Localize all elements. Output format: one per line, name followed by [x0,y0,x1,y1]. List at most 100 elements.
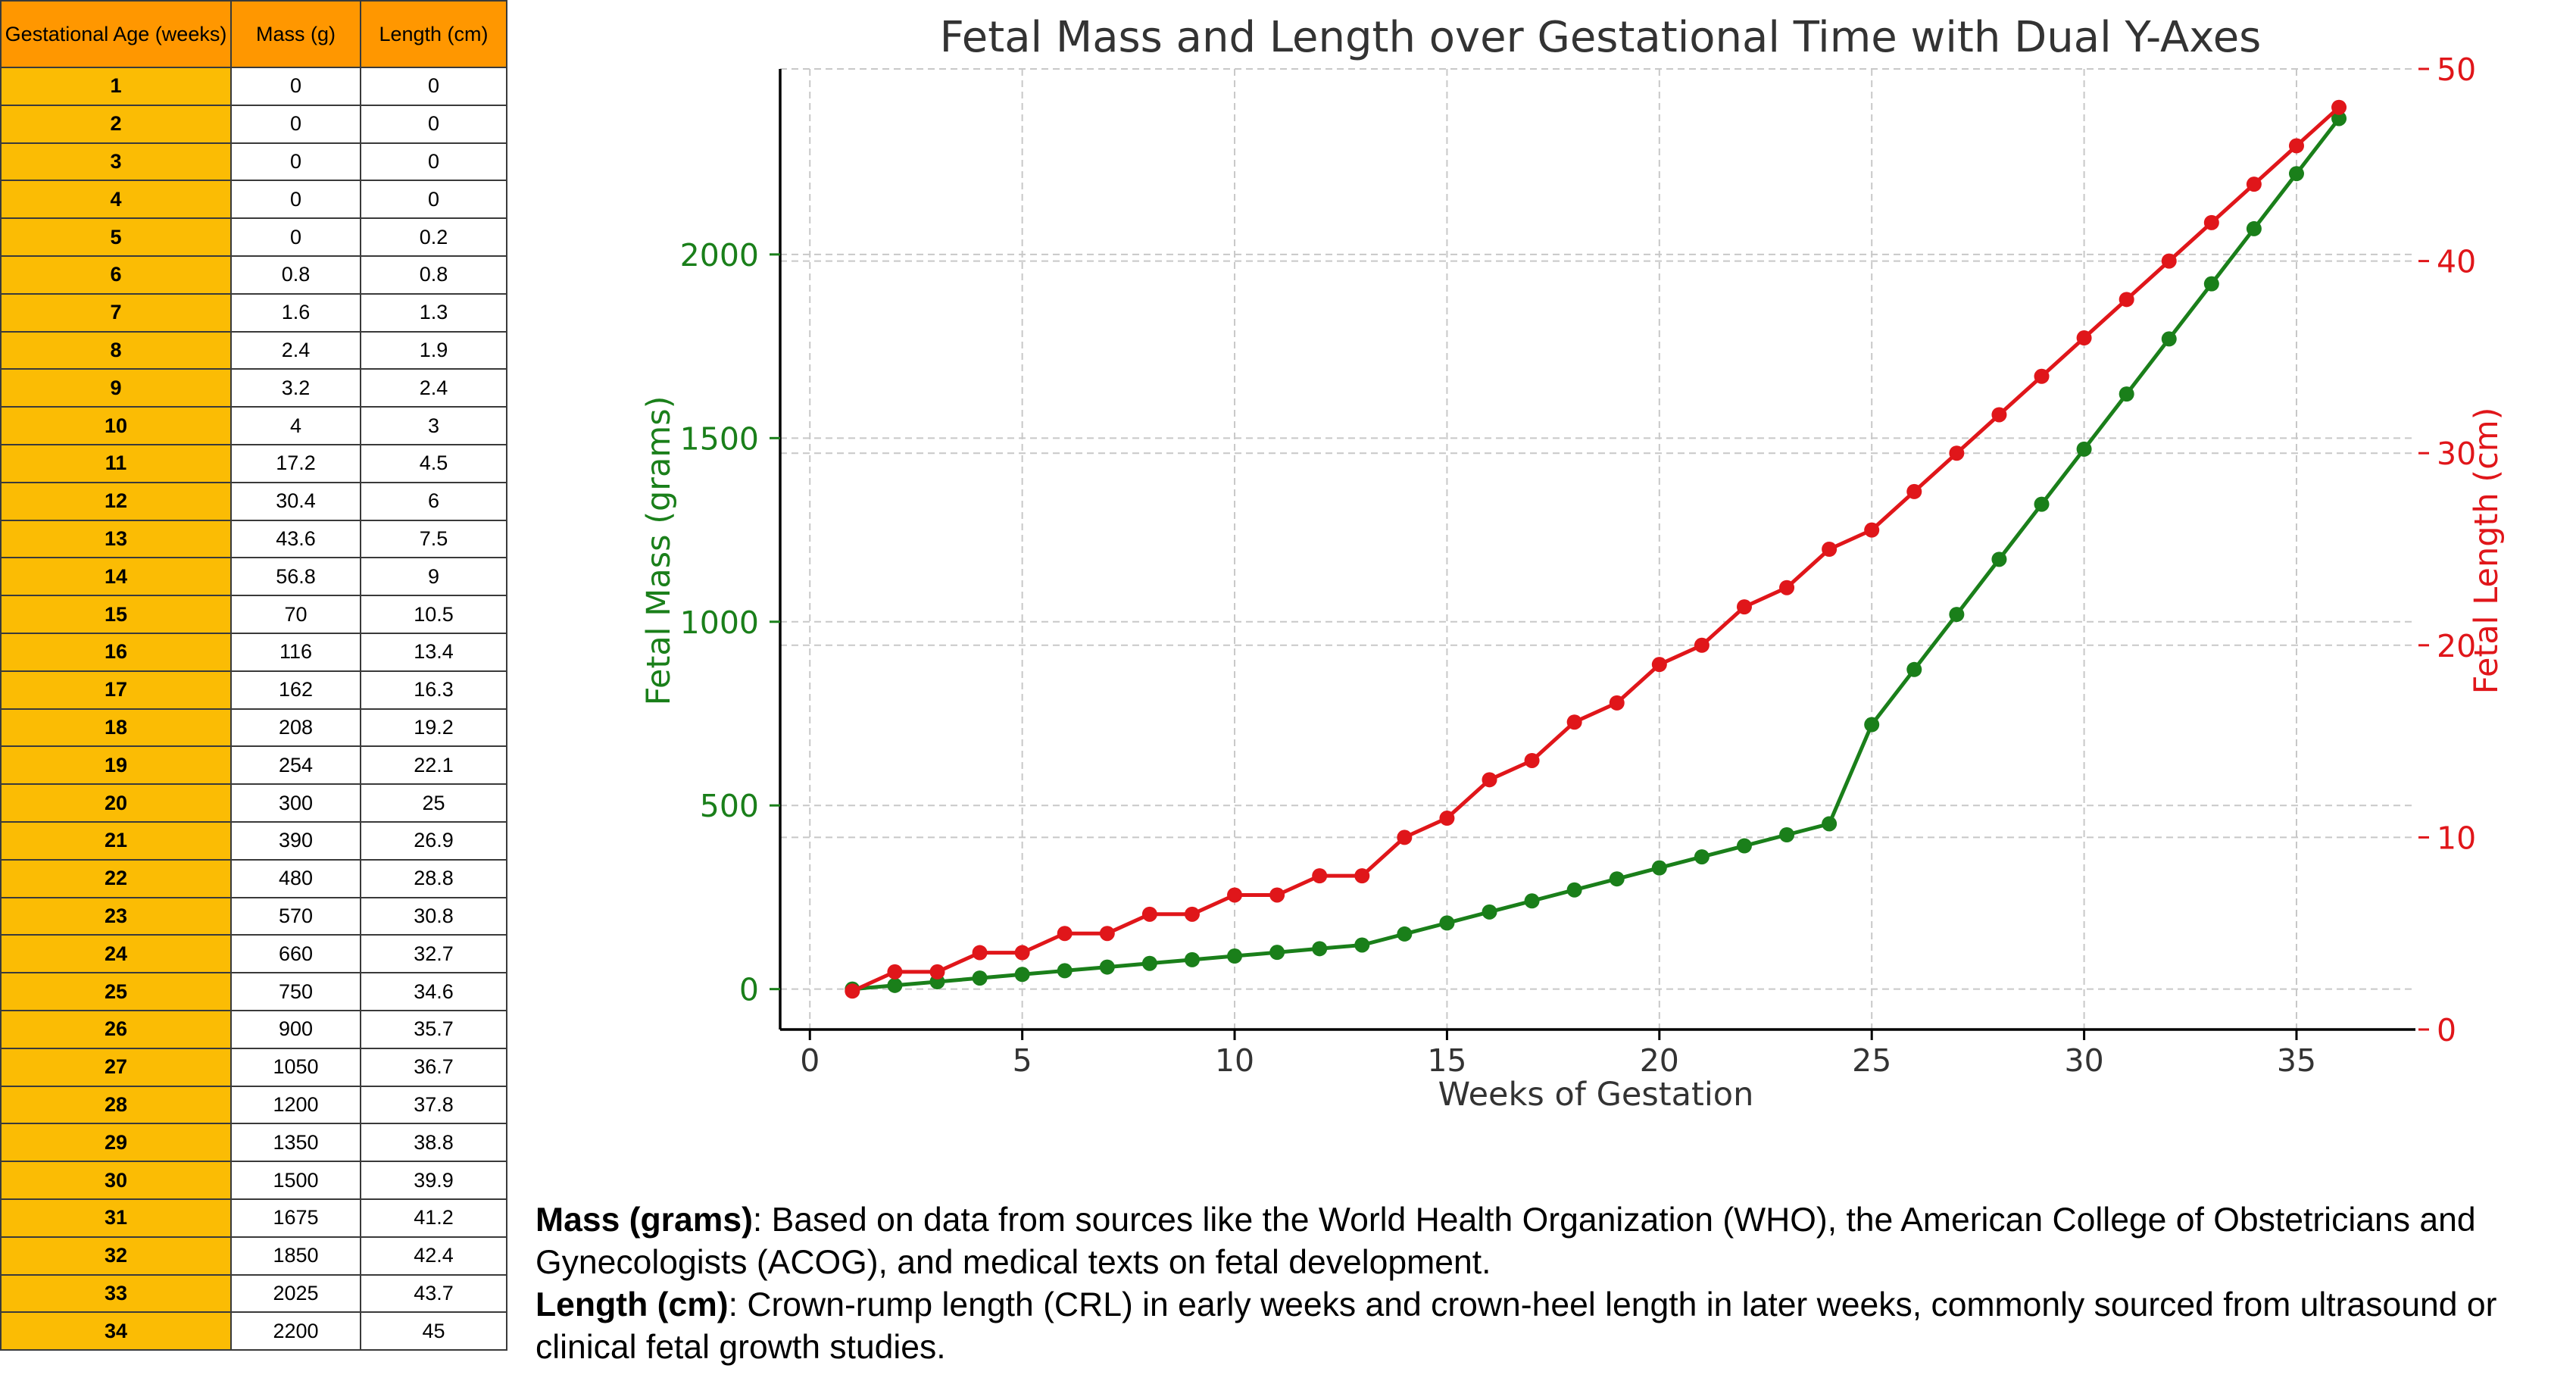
length-data-point [1822,542,1838,557]
cell-week: 11 [0,443,232,483]
cell-week: 25 [0,972,232,1011]
length-data-point [2288,138,2304,154]
cell-week: 10 [0,406,232,445]
cell-length: 19.2 [360,708,507,748]
cell-week: 24 [0,934,232,974]
cell-mass: 208 [230,708,361,748]
cell-length: 35.7 [360,1009,507,1049]
mass-data-point [1779,827,1795,843]
length-data-point [972,945,988,961]
length-data-point [2161,253,2177,269]
cell-length: 34.6 [360,972,507,1011]
cell-week: 2 [0,104,232,144]
cell-week: 32 [0,1236,232,1276]
mass-data-point [2203,276,2219,292]
length-data-point [2119,292,2134,308]
cell-week: 29 [0,1123,232,1163]
cell-length: 25 [360,783,507,823]
mass-note-text: : Based on data from sources like the Wo… [752,1201,2476,1239]
cell-week: 9 [0,368,232,408]
cell-mass: 56.8 [230,557,361,597]
y-right-tick-label: 50 [2437,52,2476,88]
y-left-tick-label: 0 [739,972,759,1008]
axes: 0 5 10 15 20 25 30 35 0 500 1000 1500 2000 0 10 20 30 40 5… [680,52,2477,1079]
length-data-point [1991,407,2007,423]
cell-week: 22 [0,858,232,898]
table-header-row: Gestational Age (weeks) Mass (g) Length … [0,0,507,68]
cell-mass: 570 [230,896,361,936]
cell-length: 45 [360,1311,507,1351]
mass-data-point [1397,926,1413,942]
mass-data-point [1906,661,1922,677]
mass-data-point [1482,904,1497,920]
mass-data-point [1524,893,1540,909]
x-tick-label: 20 [1640,1042,1679,1079]
cell-mass: 254 [230,745,361,786]
cell-mass: 1.6 [230,292,361,333]
cell-week: 7 [0,292,232,333]
table-row: 11 17.2 4.5 [0,443,507,483]
mass-data-point [1822,816,1838,832]
mass-note: Mass (grams): Based on data from sources… [535,1199,2576,1242]
cell-mass: 2025 [230,1273,361,1314]
length-note-continued: clinical fetal growth studies. [535,1329,946,1366]
cell-mass: 0 [230,180,361,220]
cell-mass: 2.4 [230,330,361,370]
cell-length: 16.3 [360,670,507,710]
length-data-point [1184,906,1200,922]
cell-week: 18 [0,708,232,748]
cell-week: 17 [0,670,232,710]
mass-data-point [1312,941,1328,957]
cell-length: 22.1 [360,745,507,786]
cell-length: 7.5 [360,519,507,559]
cell-length: 10.5 [360,595,507,634]
mass-data-point [1099,959,1115,975]
table-row: 29 1350 38.8 [0,1123,507,1163]
cell-week: 8 [0,330,232,370]
data-table-panel: Gestational Age (weeks) Mass (g) Length … [0,0,507,1381]
table-row: 6 0.8 0.8 [0,255,507,295]
cell-mass: 1675 [230,1198,361,1238]
cell-mass: 0 [230,67,361,106]
cell-week: 21 [0,820,232,861]
cell-length: 36.7 [360,1047,507,1087]
x-tick-label: 5 [1013,1042,1032,1079]
table-row: 15 70 10.5 [0,595,507,634]
cell-week: 30 [0,1161,232,1200]
cell-week: 20 [0,783,232,823]
data-series [845,99,2347,999]
y-left-tick-label: 1500 [680,420,759,457]
mass-data-point [1057,963,1073,979]
cell-mass: 1200 [230,1085,361,1125]
cell-length: 1.9 [360,330,507,370]
cell-week: 12 [0,481,232,521]
y-left-tick-label: 1000 [680,605,759,641]
mass-data-point [1439,915,1455,931]
mass-data-point [2331,111,2347,127]
cell-length: 38.8 [360,1123,507,1163]
table-row: 14 56.8 9 [0,557,507,597]
cell-length: 30.8 [360,896,507,936]
length-data-point [1566,714,1582,730]
cell-mass: 3.2 [230,368,361,408]
mass-data-point [1269,945,1285,961]
table-row: 34 2200 45 [0,1311,507,1351]
mass-data-point [2076,441,2092,457]
table-row: 33 2025 43.7 [0,1273,507,1314]
table-row: 32 1850 42.4 [0,1236,507,1276]
cell-length: 28.8 [360,858,507,898]
length-data-point [1354,868,1370,884]
cell-length: 0 [360,142,507,182]
column-header-gestational-age: Gestational Age (weeks) [0,0,232,68]
cell-week: 34 [0,1311,232,1351]
table-row: 23 570 30.8 [0,896,507,936]
cell-length: 3 [360,406,507,445]
mass-data-point [887,977,903,993]
length-data-point [1736,599,1752,615]
cell-mass: 750 [230,972,361,1011]
length-data-point [1439,811,1455,826]
cell-week: 13 [0,519,232,559]
length-data-point [1141,906,1157,922]
